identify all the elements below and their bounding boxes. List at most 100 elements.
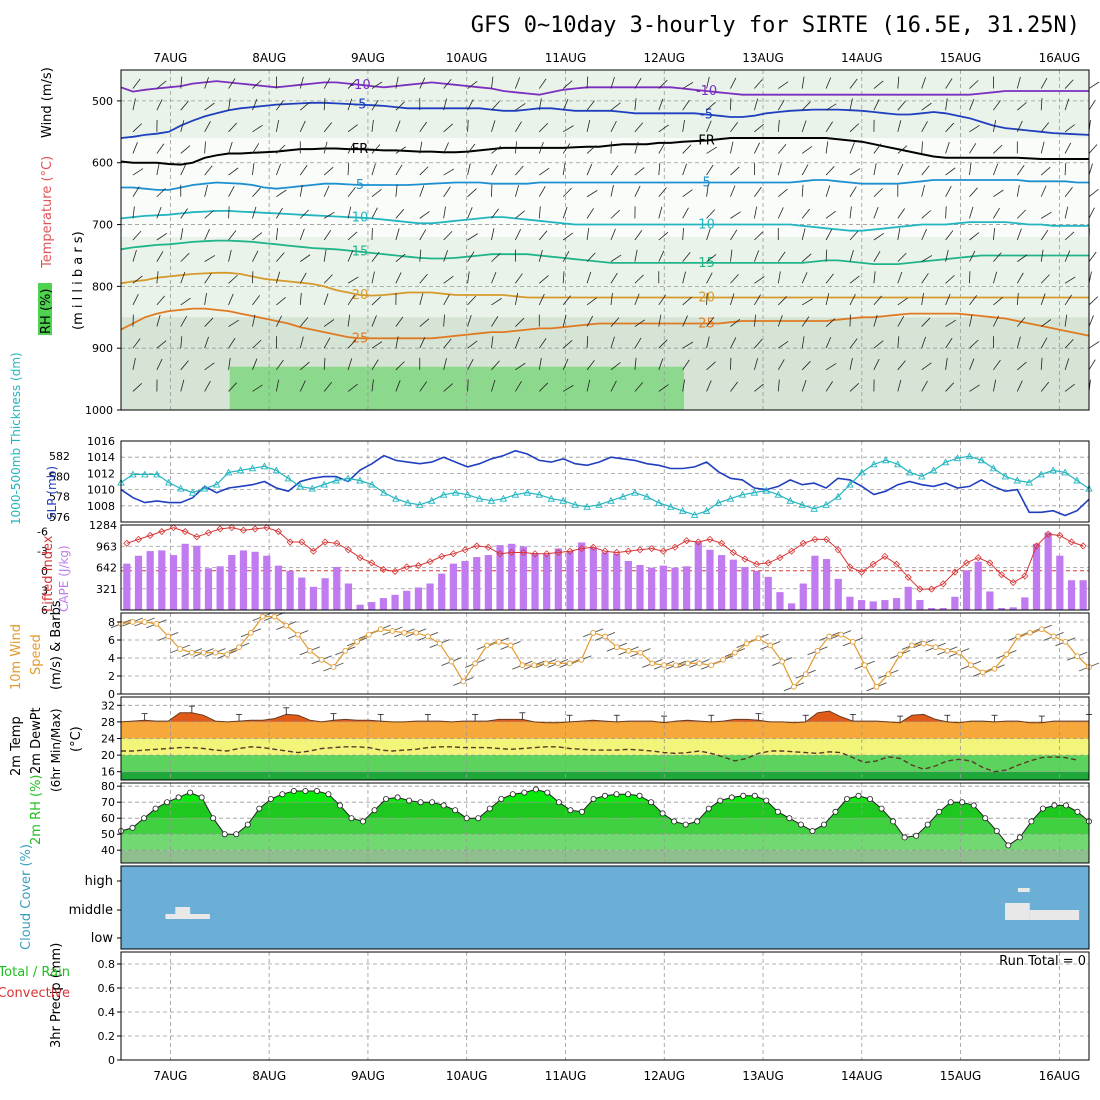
top-date-label: 16AUG	[1039, 51, 1081, 65]
wind-barb	[467, 359, 474, 371]
wind-barb	[443, 338, 452, 349]
li-point	[601, 547, 609, 555]
wind-barb	[969, 80, 979, 89]
contour-label: -5	[354, 98, 367, 113]
wind-barb	[682, 119, 685, 132]
cape-bar	[1079, 580, 1087, 610]
wind-speed-point	[956, 649, 962, 656]
wind-speed-point	[885, 671, 892, 678]
rh-point	[129, 824, 136, 831]
y-tick-label: 80	[101, 780, 115, 793]
thickness-point	[846, 480, 854, 488]
rh-point	[141, 815, 148, 822]
wind-barb	[825, 141, 829, 154]
li-point	[543, 550, 551, 558]
wind-barb	[228, 274, 238, 284]
wind-barb	[921, 255, 933, 262]
rh-point	[256, 805, 263, 812]
li-point	[706, 535, 714, 543]
wind-barb	[945, 274, 955, 284]
wind-barb	[276, 359, 284, 371]
li-point	[414, 561, 422, 570]
wind-barb	[467, 81, 478, 89]
wind-barb	[443, 186, 451, 197]
wind-barb	[419, 166, 429, 176]
wind-barb	[586, 208, 594, 219]
wind-barb	[945, 249, 949, 262]
li-point	[939, 580, 947, 588]
wind-barb	[825, 185, 831, 197]
contour-label: 25	[698, 316, 715, 331]
wind-speed-point	[613, 644, 620, 651]
wind-barb	[586, 76, 589, 89]
wind-barb	[467, 207, 473, 219]
wind-barb	[347, 79, 357, 89]
rh-point	[452, 807, 459, 814]
wind-barb	[706, 336, 710, 349]
wind-barb	[228, 167, 239, 176]
contour-label: FR	[698, 133, 715, 148]
rh-point	[1039, 805, 1046, 812]
wind-barb	[323, 229, 332, 241]
wind-barb	[682, 296, 692, 306]
cape-bar	[869, 601, 877, 610]
wind-barb	[730, 141, 734, 154]
wind-barb	[825, 77, 832, 89]
thickness-point	[583, 502, 591, 510]
wind-barb	[275, 379, 280, 392]
wind-barb	[228, 357, 231, 370]
wind-speed-point	[330, 664, 337, 670]
wind-barb	[538, 357, 542, 370]
wind10m-ylabel-line1: 10m Wind	[9, 624, 24, 690]
wind-barb	[730, 249, 733, 262]
wind-barb	[467, 315, 472, 327]
wind-barb	[539, 275, 549, 284]
rh-point	[578, 808, 585, 815]
wind-speed-point	[472, 660, 478, 667]
wind-barb	[825, 293, 830, 305]
rh-point	[959, 799, 966, 806]
thickness-point	[1061, 468, 1069, 476]
cape-bar	[193, 545, 201, 610]
wind-barb	[443, 250, 448, 262]
thickness-point	[559, 496, 567, 504]
wind-speed-point	[1003, 651, 1010, 658]
wind-barb	[156, 163, 160, 176]
wind-barb	[969, 384, 980, 392]
li-point	[554, 548, 562, 557]
wind-barb	[515, 380, 522, 392]
cape-bar	[927, 608, 936, 610]
wind-barb	[156, 314, 161, 327]
thickness-point	[858, 468, 866, 476]
y-tick-label: 0.4	[98, 1006, 116, 1019]
cape-bar	[228, 555, 236, 610]
wind-barb	[132, 78, 141, 89]
wind-barb	[777, 359, 785, 371]
rh-point	[152, 805, 159, 812]
thickness-point	[475, 494, 484, 502]
wind-barb	[777, 271, 781, 284]
cape-bar	[298, 577, 306, 610]
y-tick-label: 1000	[85, 404, 113, 417]
bottom-date-label: 8AUG	[252, 1069, 286, 1083]
wind-barb	[849, 123, 860, 133]
wind-barb	[395, 316, 404, 327]
wind-barb	[371, 207, 378, 219]
li-point	[274, 527, 283, 536]
thickness-point	[260, 462, 269, 470]
wind-barb	[276, 297, 286, 306]
wind-barb	[873, 99, 880, 111]
wind-barb	[467, 379, 469, 392]
cape-bar	[811, 555, 819, 610]
wind-barb	[730, 77, 737, 89]
wind-barb	[132, 98, 136, 111]
li-point	[636, 546, 644, 554]
rh-ylabel: RH (%)	[39, 289, 54, 334]
wind-barb	[754, 383, 764, 392]
wind-barb	[323, 211, 335, 219]
wind-barb	[586, 228, 590, 241]
wind-barb	[562, 99, 569, 111]
wind-barb	[419, 185, 425, 197]
wind-speed-point	[814, 647, 821, 654]
rh-point	[1028, 818, 1035, 825]
